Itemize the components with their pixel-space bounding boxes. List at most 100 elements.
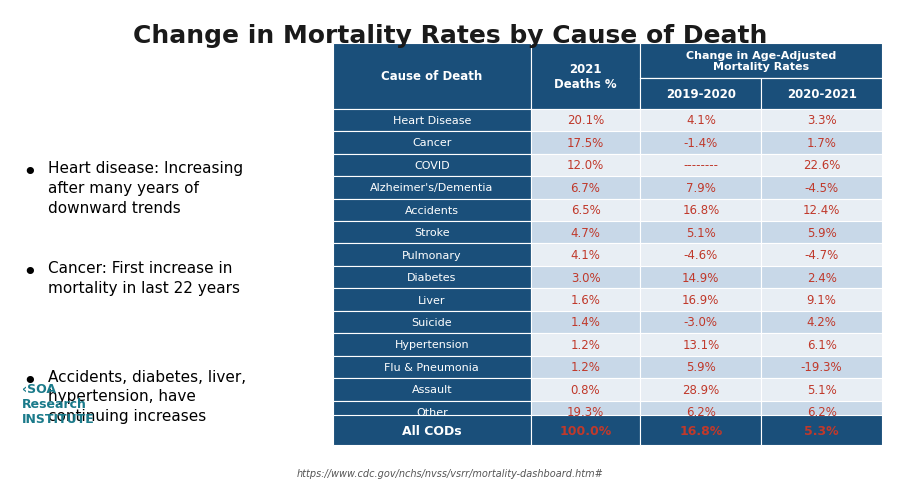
- FancyBboxPatch shape: [531, 199, 641, 222]
- FancyBboxPatch shape: [761, 109, 882, 132]
- FancyBboxPatch shape: [531, 289, 641, 311]
- FancyBboxPatch shape: [333, 199, 531, 222]
- Text: 5.3%: 5.3%: [805, 424, 839, 437]
- Text: Diabetes: Diabetes: [407, 272, 456, 283]
- Text: 6.2%: 6.2%: [806, 406, 836, 418]
- FancyBboxPatch shape: [761, 244, 882, 266]
- FancyBboxPatch shape: [761, 199, 882, 222]
- FancyBboxPatch shape: [641, 199, 761, 222]
- Text: 2020-2021: 2020-2021: [787, 88, 857, 101]
- FancyBboxPatch shape: [761, 401, 882, 423]
- Text: 9.1%: 9.1%: [806, 293, 836, 306]
- Text: 2019-2020: 2019-2020: [666, 88, 736, 101]
- Text: Accidents, diabetes, liver,
hypertension, have
continuing increases: Accidents, diabetes, liver, hypertension…: [48, 369, 246, 424]
- Text: 16.8%: 16.8%: [680, 424, 723, 437]
- Text: Flu & Pneumonia: Flu & Pneumonia: [384, 362, 479, 372]
- Text: 100.0%: 100.0%: [560, 424, 612, 437]
- Text: 13.1%: 13.1%: [682, 338, 719, 351]
- Text: Pulmonary: Pulmonary: [402, 250, 462, 260]
- Text: Change in Age-Adjusted
Mortality Rates: Change in Age-Adjusted Mortality Rates: [686, 51, 836, 72]
- Text: Liver: Liver: [418, 295, 446, 305]
- FancyBboxPatch shape: [641, 401, 761, 423]
- Text: Other: Other: [416, 407, 447, 417]
- FancyBboxPatch shape: [641, 154, 761, 177]
- Text: 3.3%: 3.3%: [806, 114, 836, 127]
- FancyBboxPatch shape: [531, 378, 641, 401]
- FancyBboxPatch shape: [531, 222, 641, 244]
- FancyBboxPatch shape: [641, 132, 761, 154]
- Text: 6.7%: 6.7%: [571, 182, 600, 194]
- FancyBboxPatch shape: [641, 333, 761, 356]
- Text: -1.4%: -1.4%: [684, 137, 718, 150]
- Text: ‹SOA
Research
INSTITUTE: ‹SOA Research INSTITUTE: [22, 382, 94, 425]
- Text: 5.9%: 5.9%: [806, 226, 836, 239]
- FancyBboxPatch shape: [641, 109, 761, 132]
- Text: Accidents: Accidents: [405, 205, 459, 215]
- Text: -4.7%: -4.7%: [805, 248, 839, 262]
- FancyBboxPatch shape: [761, 333, 882, 356]
- Text: 6.5%: 6.5%: [571, 204, 600, 217]
- Text: 4.2%: 4.2%: [806, 316, 836, 329]
- Text: Heart disease: Increasing
after many years of
downward trends: Heart disease: Increasing after many yea…: [48, 161, 243, 215]
- Text: Hypertension: Hypertension: [394, 340, 469, 350]
- FancyBboxPatch shape: [641, 222, 761, 244]
- Text: 5.1%: 5.1%: [806, 383, 836, 396]
- Text: 5.9%: 5.9%: [686, 361, 716, 374]
- Text: 6.2%: 6.2%: [686, 406, 716, 418]
- FancyBboxPatch shape: [641, 378, 761, 401]
- FancyBboxPatch shape: [333, 415, 531, 446]
- FancyBboxPatch shape: [531, 132, 641, 154]
- FancyBboxPatch shape: [333, 154, 531, 177]
- FancyBboxPatch shape: [333, 289, 531, 311]
- Text: --------: --------: [683, 159, 718, 172]
- FancyBboxPatch shape: [333, 177, 531, 199]
- FancyBboxPatch shape: [641, 356, 761, 378]
- Text: 20.1%: 20.1%: [567, 114, 604, 127]
- Text: 28.9%: 28.9%: [682, 383, 719, 396]
- Text: 0.8%: 0.8%: [571, 383, 600, 396]
- Text: 3.0%: 3.0%: [571, 271, 600, 284]
- FancyBboxPatch shape: [761, 356, 882, 378]
- Text: COVID: COVID: [414, 161, 450, 170]
- FancyBboxPatch shape: [333, 266, 531, 289]
- Text: 6.1%: 6.1%: [806, 338, 836, 351]
- Text: 7.9%: 7.9%: [686, 182, 716, 194]
- Text: 19.3%: 19.3%: [567, 406, 604, 418]
- FancyBboxPatch shape: [531, 311, 641, 333]
- FancyBboxPatch shape: [333, 222, 531, 244]
- FancyBboxPatch shape: [761, 289, 882, 311]
- Text: Cause of Death: Cause of Death: [382, 70, 482, 83]
- Text: Suicide: Suicide: [411, 317, 452, 327]
- Text: 17.5%: 17.5%: [567, 137, 604, 150]
- FancyBboxPatch shape: [333, 132, 531, 154]
- Text: 16.8%: 16.8%: [682, 204, 719, 217]
- Text: https://www.cdc.gov/nchs/nvss/vsrr/mortality-dashboard.htm#: https://www.cdc.gov/nchs/nvss/vsrr/morta…: [297, 468, 603, 478]
- FancyBboxPatch shape: [333, 356, 531, 378]
- FancyBboxPatch shape: [641, 177, 761, 199]
- FancyBboxPatch shape: [333, 333, 531, 356]
- Text: -19.3%: -19.3%: [801, 361, 842, 374]
- FancyBboxPatch shape: [761, 415, 882, 446]
- FancyBboxPatch shape: [531, 333, 641, 356]
- Text: 4.7%: 4.7%: [571, 226, 600, 239]
- Text: Stroke: Stroke: [414, 228, 450, 238]
- FancyBboxPatch shape: [761, 132, 882, 154]
- FancyBboxPatch shape: [641, 415, 761, 446]
- Text: 22.6%: 22.6%: [803, 159, 841, 172]
- Text: -4.5%: -4.5%: [805, 182, 839, 194]
- Text: Change in Mortality Rates by Cause of Death: Change in Mortality Rates by Cause of De…: [133, 24, 767, 48]
- Text: 12.0%: 12.0%: [567, 159, 604, 172]
- FancyBboxPatch shape: [761, 222, 882, 244]
- Text: 1.2%: 1.2%: [571, 361, 600, 374]
- FancyBboxPatch shape: [761, 311, 882, 333]
- FancyBboxPatch shape: [761, 177, 882, 199]
- Text: -4.6%: -4.6%: [684, 248, 718, 262]
- FancyBboxPatch shape: [531, 356, 641, 378]
- FancyBboxPatch shape: [531, 177, 641, 199]
- FancyBboxPatch shape: [641, 311, 761, 333]
- FancyBboxPatch shape: [333, 244, 531, 266]
- Text: 16.9%: 16.9%: [682, 293, 719, 306]
- Text: 5.1%: 5.1%: [686, 226, 716, 239]
- Text: •: •: [22, 369, 37, 393]
- FancyBboxPatch shape: [641, 266, 761, 289]
